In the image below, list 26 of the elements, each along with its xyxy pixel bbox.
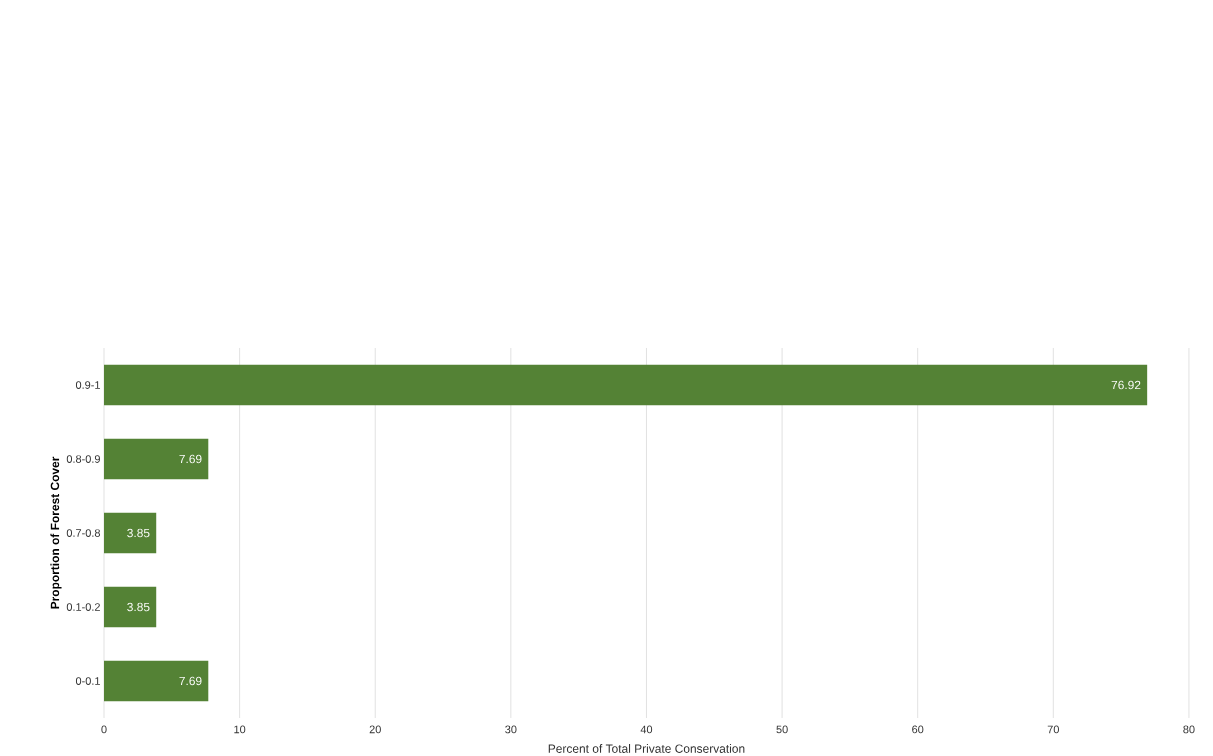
bar — [104, 586, 157, 628]
bar — [104, 512, 157, 554]
data-label: 3.85 — [127, 602, 150, 612]
x-tick-label: 30 — [505, 725, 517, 734]
bar — [104, 438, 209, 480]
x-tick-label: 20 — [369, 725, 381, 734]
data-label: 3.85 — [127, 528, 150, 538]
x-tick-label: 70 — [1047, 725, 1059, 734]
y-tick-label: 0.8-0.9 — [66, 455, 100, 463]
y-axis-title: Proportion of Forest Cover — [50, 456, 62, 609]
bar — [104, 660, 209, 702]
data-label: 7.69 — [179, 454, 202, 464]
y-tick-label: 0.1-0.2 — [66, 603, 100, 611]
x-axis-title: Percent of Total Private Conservation — [548, 744, 745, 753]
data-label: 7.69 — [179, 676, 202, 686]
x-tick-label: 50 — [776, 725, 788, 734]
bar — [104, 364, 1148, 406]
y-tick-label: 0.9-1 — [75, 381, 100, 389]
x-tick-label: 60 — [912, 725, 924, 734]
x-tick-label: 40 — [640, 725, 653, 734]
y-tick-label: 0-0.1 — [75, 677, 100, 685]
x-tick-label: 80 — [1183, 725, 1195, 734]
x-tick-label: 0 — [101, 725, 107, 734]
y-tick-label: 0.7-0.8 — [66, 529, 100, 537]
data-label: 76.92 — [1111, 380, 1141, 390]
x-tick-label: 10 — [234, 725, 246, 734]
